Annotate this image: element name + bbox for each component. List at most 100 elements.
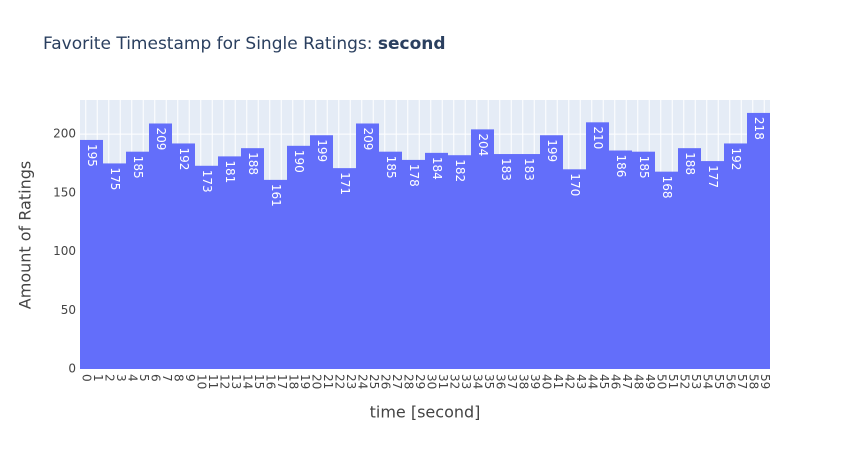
x-tick-label: 31 <box>436 374 450 389</box>
data-label: 186 <box>614 155 628 178</box>
x-tick-label: 51 <box>666 374 680 389</box>
x-tick-label: 50 <box>654 374 668 389</box>
data-label: 181 <box>223 160 237 183</box>
x-axis-title: time [second] <box>370 403 481 422</box>
data-label: 188 <box>683 152 697 175</box>
data-label: 195 <box>85 144 99 167</box>
data-label: 183 <box>522 158 536 181</box>
x-tick-label: 45 <box>597 374 611 389</box>
x-tick-label: 56 <box>723 374 737 389</box>
x-tick-label: 10 <box>194 374 208 389</box>
bar <box>540 135 563 369</box>
x-tick-label: 12 <box>217 374 231 389</box>
x-tick-label: 3 <box>114 374 128 382</box>
x-tick-label: 0 <box>79 374 93 382</box>
x-tick-label: 4 <box>125 374 139 382</box>
data-label: 170 <box>568 173 582 196</box>
chart-title: Favorite Timestamp for Single Ratings: s… <box>43 34 446 54</box>
y-tick-label: 200 <box>53 127 76 141</box>
x-tick-label: 42 <box>562 374 576 389</box>
data-label: 210 <box>591 126 605 149</box>
bar <box>241 148 264 369</box>
data-label: 190 <box>292 150 306 173</box>
data-label: 168 <box>660 176 674 199</box>
x-tick-label: 36 <box>493 374 507 389</box>
bar <box>747 112 770 370</box>
x-tick-label: 18 <box>286 374 300 389</box>
bar <box>103 163 126 369</box>
x-tick-label: 54 <box>700 374 714 389</box>
x-tick-label: 15 <box>252 374 266 389</box>
data-label: 171 <box>338 172 352 195</box>
y-tick-label: 100 <box>53 244 76 258</box>
bar <box>218 156 241 369</box>
x-tick-label: 46 <box>608 374 622 389</box>
x-tick-label: 23 <box>344 374 358 389</box>
bar <box>80 139 103 369</box>
x-tick-label: 5 <box>137 374 151 382</box>
data-label: 204 <box>476 133 490 156</box>
bar <box>517 154 540 369</box>
y-tick-label: 150 <box>53 185 76 199</box>
data-label: 185 <box>384 156 398 179</box>
x-tick-label: 25 <box>367 374 381 389</box>
x-tick-label: 14 <box>240 374 254 389</box>
bar <box>402 159 425 369</box>
data-label: 173 <box>200 170 214 193</box>
data-label: 178 <box>407 164 421 187</box>
bar <box>379 151 402 369</box>
x-tick-label: 29 <box>413 374 427 389</box>
bar <box>701 161 724 369</box>
bar <box>310 135 333 369</box>
bar <box>172 143 195 369</box>
bar <box>586 122 609 369</box>
data-label: 184 <box>430 157 444 180</box>
x-tick-label: 57 <box>735 374 749 389</box>
y-tick-label: 0 <box>68 362 76 376</box>
bar <box>471 129 494 369</box>
x-tick-label: 9 <box>183 374 197 382</box>
x-tick-label: 1 <box>91 374 105 382</box>
x-tick-label: 20 <box>309 374 323 389</box>
x-tick-label: 2 <box>102 374 116 382</box>
x-tick-label: 55 <box>712 374 726 389</box>
x-tick-label: 30 <box>424 374 438 389</box>
x-tick-label: 34 <box>470 374 484 389</box>
x-tick-label: 44 <box>585 374 599 389</box>
data-label: 182 <box>453 159 467 182</box>
x-tick-label: 58 <box>746 374 760 389</box>
data-label: 188 <box>246 152 260 175</box>
bar <box>678 148 701 369</box>
x-tick-label: 35 <box>482 374 496 389</box>
x-tick-label: 37 <box>505 374 519 389</box>
bar <box>425 152 448 369</box>
bar <box>287 145 310 369</box>
data-label: 199 <box>545 139 559 162</box>
data-label: 218 <box>752 117 766 140</box>
data-label: 209 <box>361 127 375 150</box>
data-label: 177 <box>706 165 720 188</box>
data-label: 161 <box>269 184 283 207</box>
x-tick-label: 6 <box>148 374 162 382</box>
data-label: 209 <box>154 127 168 150</box>
title-emphasis: second <box>378 34 446 54</box>
x-tick-label: 39 <box>528 374 542 389</box>
bar <box>126 151 149 369</box>
x-tick-label: 53 <box>689 374 703 389</box>
x-tick-label: 17 <box>275 374 289 389</box>
data-label: 175 <box>108 167 122 190</box>
x-tick-label: 47 <box>620 374 634 389</box>
bar <box>563 169 586 369</box>
bar <box>333 168 356 369</box>
data-label: 199 <box>315 139 329 162</box>
x-tick-label: 41 <box>551 374 565 389</box>
bar <box>632 151 655 369</box>
x-tick-label: 32 <box>447 374 461 389</box>
y-axis-title: Amount of Ratings <box>16 161 35 309</box>
data-label: 192 <box>729 147 743 170</box>
bar <box>655 171 678 369</box>
bar <box>264 179 287 369</box>
x-tick-label: 19 <box>298 374 312 389</box>
x-tick-label: 40 <box>539 374 553 389</box>
